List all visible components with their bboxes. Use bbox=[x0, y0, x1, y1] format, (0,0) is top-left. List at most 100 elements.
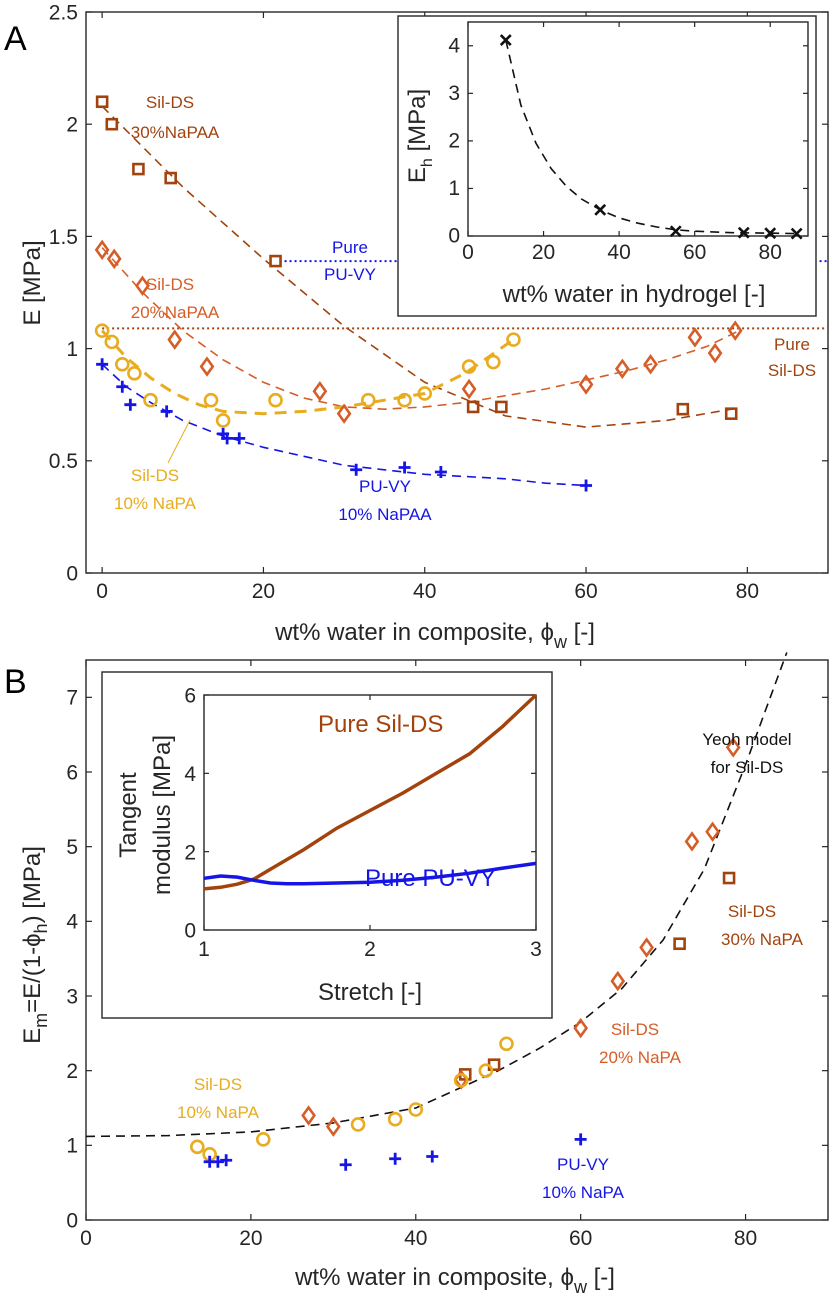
annotation-sil-ds-30-line2: 30%NaPAA bbox=[131, 123, 220, 142]
panel-a-y-tick-label: 2.5 bbox=[49, 1, 78, 24]
panel-b-inset-y-tick-label: 0 bbox=[184, 920, 196, 943]
panel-b-y-tick-label: 3 bbox=[66, 985, 78, 1008]
panel-b-x-tick-label: 40 bbox=[404, 1227, 427, 1250]
panel-b-fit-curve-1 bbox=[85, 652, 788, 1138]
panel-a-pu-vy-10-napaa-point bbox=[580, 479, 593, 492]
panel-a-sil-ds-30-napaa-point bbox=[724, 407, 738, 420]
panel-a-sil-ds-30-napaa-point bbox=[105, 117, 119, 131]
panel-a-x-tick-label: 40 bbox=[413, 580, 436, 603]
panel-b-x-tick-label: 20 bbox=[239, 1227, 262, 1250]
annotation-sil-ds-20-line1: Sil-DS bbox=[146, 275, 194, 294]
panel-a-sil-ds-20-napaa-point bbox=[643, 354, 658, 375]
panel-a-pu-vy-10-napaa-point bbox=[124, 398, 137, 411]
panel-b-inset-x-tick-label: 3 bbox=[530, 938, 542, 961]
panel-b-inset-plot: 1 2 3 0 2 4 6 bbox=[184, 685, 542, 961]
panel-a-fit-curve-1 bbox=[101, 105, 732, 428]
panel-a-annotations: Sil-DS 30%NaPAA Sil-DS 20%NaPAA Pure PU-… bbox=[114, 93, 816, 524]
panel-b-inset-background bbox=[101, 671, 553, 1019]
panel-a-inset-x-axis-label: wt% water in hydrogel [-] bbox=[502, 281, 766, 308]
panel-a-inset-x-tick-label: 60 bbox=[683, 241, 706, 264]
annotation-pu-vy-10-line1: PU-VY bbox=[359, 477, 411, 496]
panel-a-pu-vy-10-napaa-point bbox=[398, 461, 411, 474]
panel-a-sil-ds-20-napaa-point bbox=[106, 248, 122, 270]
panel-a-x-tick-label: 0 bbox=[96, 580, 108, 603]
legend-pure-pu-vy: Pure PU-VY bbox=[365, 865, 496, 892]
panel-b-sil-ds-10-napa-point bbox=[499, 1036, 514, 1052]
panel-b-inset: 1 2 3 0 2 4 6 Tangent modulus [MPa] Stretch [-… bbox=[101, 671, 553, 1019]
panel-a-sil-ds-20-napaa-point bbox=[727, 320, 743, 341]
panel-a-sil-ds-20-napaa-point bbox=[687, 327, 703, 348]
annotation-sil-ds-30-line1: Sil-DS bbox=[146, 93, 194, 112]
panel-a-sil-ds-10-napa-point bbox=[215, 413, 231, 428]
panel-b-pu-vy-10-napa-point bbox=[426, 1150, 439, 1163]
panel-b-y-tick-label: 1 bbox=[66, 1135, 78, 1158]
annotation-pure-pu-vy-line1: Pure bbox=[332, 238, 368, 257]
panel-b-sil-ds-10-napa-point bbox=[190, 1139, 205, 1155]
panel-b-y-tick-label: 5 bbox=[66, 836, 78, 859]
panel-b-sil-ds-20-napa-point bbox=[573, 1017, 589, 1039]
panel-b-pu-vy-10-napa-point bbox=[574, 1133, 587, 1146]
panel-b-y-tick-label: 4 bbox=[66, 911, 78, 934]
panel-b-pu-vy-10-napa-point bbox=[339, 1158, 352, 1171]
panel-a-x-tick-label: 60 bbox=[574, 580, 597, 603]
annotation-pu-vy-10-line2: 10% NaPAA bbox=[338, 505, 432, 524]
panel-b-x-axis-label: wt% water in composite, ϕw [-] bbox=[294, 1264, 615, 1297]
panel-a-inset-x-tick-label: 40 bbox=[607, 241, 630, 264]
panel-b-sil-ds-10-napa-point bbox=[387, 1111, 403, 1127]
panel-a-sil-ds-20-napaa-point bbox=[94, 239, 110, 261]
panel-a-inset-e-h-point bbox=[764, 227, 777, 240]
panel-a-sil-ds-10-napa-point bbox=[127, 365, 142, 381]
panel-a-axes-frame bbox=[85, 11, 829, 574]
panel-a-sil-ds-20-napaa-point bbox=[614, 358, 630, 380]
panel-a-y-tick-label: 1 bbox=[66, 338, 78, 361]
panel-a-sil-ds-20-napaa-point bbox=[707, 342, 723, 364]
annotation-sil-ds-10-line2: 10% NaPA bbox=[114, 494, 197, 513]
panel-a-y-axis-label: E [MPa] bbox=[19, 240, 46, 325]
panel-a-sil-ds-10-napa-point bbox=[143, 392, 158, 408]
panel-a-sil-ds-30-napaa-point bbox=[132, 162, 145, 176]
panel-a-inset-e-h-point bbox=[594, 203, 607, 216]
panel-b-inset-y-tick-label: 4 bbox=[184, 763, 196, 786]
panel-b-axes-frame bbox=[85, 659, 829, 1221]
panel-a-pu-vy-10-napaa-point bbox=[160, 405, 173, 418]
panel-b-label: B bbox=[4, 663, 27, 701]
panel-a-sil-ds-20-napaa-point bbox=[312, 381, 328, 402]
panel-a-fit-curve-2 bbox=[101, 247, 740, 411]
annotation-sil-ds-10-b-line1: Sil-DS bbox=[194, 1075, 242, 1094]
annotation-sil-ds-30-b-line1: Sil-DS bbox=[728, 902, 776, 921]
panel-a-pu-vy-10-napaa-point bbox=[96, 358, 109, 371]
panel-b-inset-y-label-line1: Tangent bbox=[115, 772, 142, 858]
panel-a-inset-e-h-point bbox=[499, 34, 512, 46]
panel-a-sil-ds-10-napa-point bbox=[360, 392, 376, 408]
panel-a-inset: 0 20 40 60 80 0 1 2 3 4 Eh [MPa] wt% water in hyd… bbox=[397, 15, 817, 317]
panel-b-pu-vy-10-napa-point bbox=[211, 1155, 224, 1168]
panel-b-sil-ds-20-napa-point bbox=[725, 737, 741, 758]
panel-b-y-axis-label: Em=E/(1-ϕh) [MPa] bbox=[19, 846, 51, 1044]
panel-a-sil-ds-20-napaa-point bbox=[135, 275, 150, 296]
panel-a-sil-ds-10-napa-point bbox=[203, 392, 219, 408]
annotation-yeoh-line2: for Sil-DS bbox=[711, 758, 784, 777]
panel-a-pu-vy-10-napaa-point bbox=[233, 432, 246, 445]
panel-a-sil-ds-30-napaa-point bbox=[164, 171, 177, 185]
panel-a-inset-plot: 0 20 40 60 80 0 1 2 3 4 bbox=[448, 21, 809, 264]
annotation-sil-ds-30-b-line2: 30% NaPA bbox=[721, 930, 804, 949]
panel-b-pu-vy-10-napa-point bbox=[389, 1152, 402, 1165]
panel-b-inset-x-axis-label: Stretch [-] bbox=[318, 979, 422, 1006]
panel-b-sil-ds-20-napa-point bbox=[301, 1105, 316, 1126]
panel-a-sil-ds-30-napaa-point bbox=[495, 400, 508, 414]
panel-a-sil-ds-30-napaa-point bbox=[95, 95, 109, 109]
panel-a-inset-e-h-point bbox=[790, 227, 803, 240]
panel-a-fit-curve-4 bbox=[101, 363, 587, 487]
panel-b-x-tick-label: 80 bbox=[734, 1227, 757, 1250]
panel-a-sil-ds-30-napaa-point bbox=[676, 402, 690, 416]
panel-a-inset-axes-frame bbox=[467, 21, 809, 237]
panel-a-y-tick-label: 0.5 bbox=[49, 450, 78, 473]
panel-b-inset-y-tick-label: 6 bbox=[184, 685, 196, 708]
panel-b-y-tick-label: 2 bbox=[66, 1060, 78, 1083]
annotation-yeoh-line1: Yeoh model bbox=[702, 730, 791, 749]
panel-a-sil-ds-20-napaa-point bbox=[578, 374, 594, 395]
panel-b-sil-ds-20-napa-point bbox=[610, 970, 626, 992]
